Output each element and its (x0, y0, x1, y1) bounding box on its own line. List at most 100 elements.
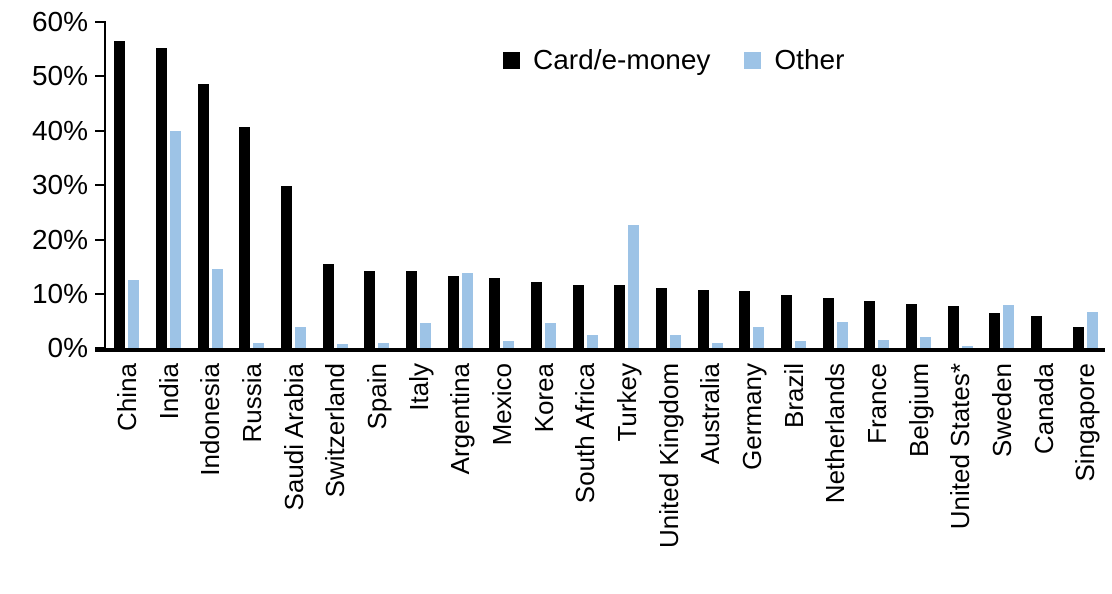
bar-card-e-money (947, 305, 959, 348)
bar-card-e-money (989, 312, 1001, 348)
legend-item-card: Card/e-money (503, 44, 710, 76)
bar-card-e-money (739, 290, 751, 348)
bar-group (523, 21, 565, 348)
bar-group (689, 21, 731, 348)
bar-group (1023, 21, 1065, 348)
x-label-cell: Italy (398, 360, 440, 594)
y-tick-mark (95, 293, 105, 295)
bar-group (856, 21, 898, 348)
bar-group (439, 21, 481, 348)
bar-group (939, 21, 981, 348)
x-label-cell: South Africa (564, 360, 606, 594)
x-category-label: Spain (361, 363, 392, 430)
bar-other (378, 343, 390, 348)
x-label-cell: Germany (731, 360, 773, 594)
bar-group (898, 21, 940, 348)
bar-other (295, 327, 307, 348)
bar-card-e-money (656, 288, 668, 348)
bar-card-e-money (322, 263, 334, 348)
bar-other (336, 344, 348, 348)
bar-card-e-money (114, 41, 126, 348)
y-tick-mark (95, 75, 105, 78)
bar-card-e-money (156, 48, 167, 348)
x-category-label: Turkey (611, 363, 642, 442)
bar-other (753, 327, 765, 348)
bar-card-e-money (822, 297, 834, 348)
y-tick-label: 0% (47, 332, 88, 364)
x-label-cell: Argentina (439, 360, 481, 594)
bar-card-e-money (489, 277, 501, 348)
bar-other (628, 225, 640, 348)
bar-card-e-money (447, 275, 459, 348)
legend-label-card: Card/e-money (533, 44, 711, 75)
x-category-label: Brazil (778, 363, 809, 429)
bar-other (211, 268, 223, 348)
bar-card-e-money (364, 270, 376, 348)
bar-card-e-money (531, 281, 543, 348)
bar-group (189, 21, 231, 348)
x-label-cell: India (148, 360, 190, 594)
other-series-swatch-icon (744, 51, 762, 69)
bar-other (1086, 312, 1098, 348)
bar-group (606, 21, 648, 348)
bar-group (814, 21, 856, 348)
bar-other (586, 334, 598, 348)
x-category-label: Switzerland (320, 363, 351, 498)
bar-other (878, 339, 890, 348)
bar-card-e-money (281, 185, 293, 348)
bar-other (670, 335, 682, 348)
bar-group (273, 21, 315, 348)
bar-group (731, 21, 773, 348)
x-label-cell: Mexico (481, 360, 523, 594)
bar-group (106, 21, 148, 348)
y-tick-mark (95, 21, 105, 23)
x-category-label: Italy (403, 363, 434, 411)
x-category-label: Russia (236, 363, 267, 443)
legend: Card/e-money Other (503, 44, 844, 76)
bar-other (420, 322, 432, 348)
y-tick-mark (95, 129, 105, 132)
x-label-cell: United States* (939, 360, 981, 594)
y-tick-label: 30% (31, 169, 88, 201)
x-category-label: United States* (945, 363, 976, 530)
y-tick-label: 40% (31, 114, 88, 146)
bar-group (314, 21, 356, 348)
bar-card-e-money (239, 126, 251, 348)
bar-group (148, 21, 190, 348)
x-category-label: China (111, 363, 142, 431)
x-category-label: France (861, 363, 892, 444)
bar-card-e-money (781, 294, 793, 348)
bar-other (461, 272, 473, 348)
bar-other (711, 343, 723, 348)
x-label-cell: Brazil (773, 360, 815, 594)
x-category-label: Indonesia (195, 363, 226, 476)
legend-item-other: Other (744, 44, 844, 76)
x-category-label: South Africa (570, 363, 601, 504)
y-axis-labels: 0% 10% 20% 30% 40% 50% 60% (0, 0, 105, 594)
x-label-cell: Turkey (606, 360, 648, 594)
x-label-cell: Canada (1023, 360, 1065, 594)
bar-card-e-money (906, 303, 918, 348)
x-category-label: Mexico (486, 363, 517, 446)
bar-other (795, 341, 807, 348)
x-label-cell: Spain (356, 360, 398, 594)
card-series-swatch-icon (503, 51, 520, 69)
x-label-cell: United Kingdom (648, 360, 690, 594)
x-label-cell: Australia (689, 360, 731, 594)
bar-card-e-money (1072, 327, 1084, 348)
x-category-label: Germany (736, 363, 767, 470)
bar-card-e-money (572, 284, 584, 348)
bar-card-e-money (1031, 315, 1043, 348)
x-category-label: Netherlands (820, 363, 851, 504)
x-category-label: Sweden (986, 363, 1017, 457)
x-label-cell: Belgium (898, 360, 940, 594)
x-label-cell: Korea (523, 360, 565, 594)
bar-group (981, 21, 1023, 348)
bar-other (128, 280, 140, 348)
x-axis-line (95, 348, 1105, 352)
bar-other (503, 340, 515, 348)
x-category-label: Korea (528, 363, 559, 433)
bar-group (481, 21, 523, 348)
x-label-cell: France (856, 360, 898, 594)
